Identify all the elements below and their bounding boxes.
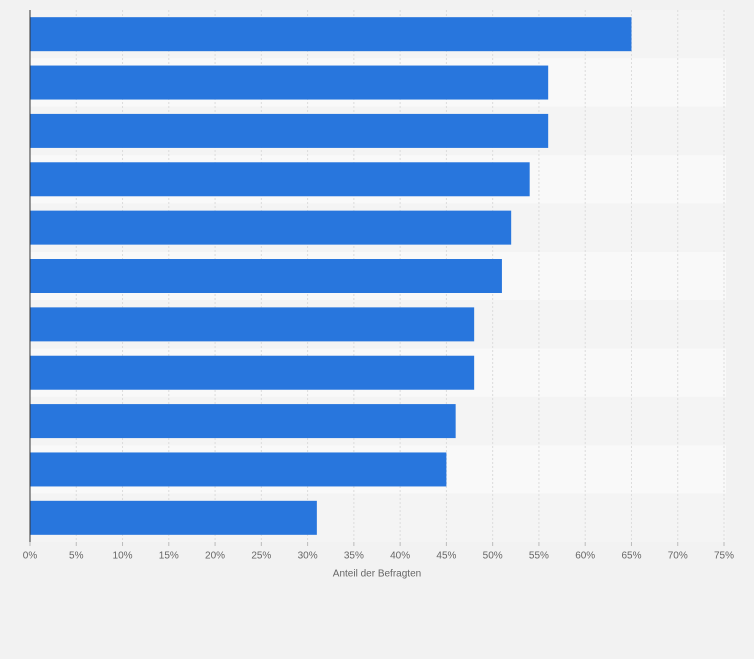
x-tick-label: 35% [344,551,364,562]
bar [30,210,512,245]
x-tick-label: 15% [159,551,179,562]
bar [30,113,549,148]
x-tick-label: 70% [668,551,688,562]
x-tick-label: 10% [113,551,133,562]
x-tick-label: 50% [483,551,503,562]
bar [30,307,475,342]
bar [30,355,475,390]
x-tick-label: 20% [205,551,225,562]
x-tick-label: 30% [298,551,318,562]
bar [30,17,632,52]
bar [30,259,502,293]
bar [30,500,317,535]
bar [30,404,456,439]
x-tick-label: 0% [23,551,38,562]
x-axis-title: Anteil der Befragten [333,569,421,580]
x-tick-label: 25% [251,551,271,562]
x-tick-label: 45% [436,551,456,562]
x-tick-label: 65% [621,551,641,562]
x-tick-label: 75% [714,551,734,562]
x-tick-label: 55% [529,551,549,562]
bar [30,65,549,100]
bar [30,162,530,197]
x-tick-label: 60% [575,551,595,562]
x-tick-label: 5% [69,551,84,562]
x-tick-label: 40% [390,551,410,562]
bar [30,452,447,487]
